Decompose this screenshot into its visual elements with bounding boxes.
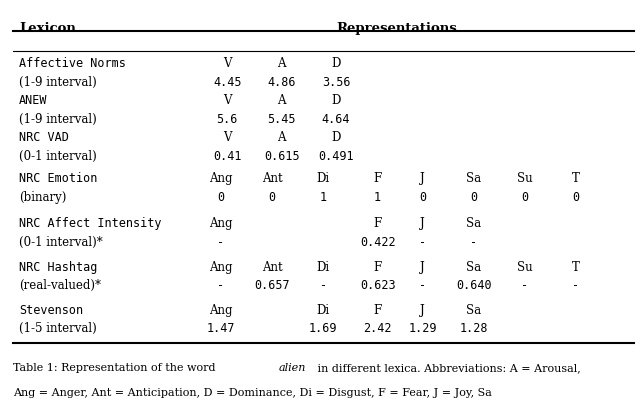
Text: Stevenson: Stevenson bbox=[19, 304, 83, 317]
Text: 0.41: 0.41 bbox=[213, 150, 241, 163]
Text: A: A bbox=[277, 131, 286, 144]
Text: Sa: Sa bbox=[466, 261, 481, 274]
Text: J: J bbox=[420, 172, 425, 185]
Text: 0.640: 0.640 bbox=[456, 279, 492, 292]
Text: 4.86: 4.86 bbox=[268, 76, 296, 89]
Text: A: A bbox=[277, 94, 286, 107]
Text: 0: 0 bbox=[521, 191, 529, 204]
Text: F: F bbox=[374, 172, 381, 185]
Text: in different lexica. Abbreviations: A = Arousal,: in different lexica. Abbreviations: A = … bbox=[314, 363, 580, 373]
Text: D: D bbox=[332, 94, 340, 107]
Text: 4.64: 4.64 bbox=[322, 113, 350, 126]
Text: (1-9 interval): (1-9 interval) bbox=[19, 76, 97, 89]
Text: 0.615: 0.615 bbox=[264, 150, 300, 163]
Text: Di: Di bbox=[317, 261, 330, 274]
Text: F: F bbox=[374, 217, 381, 231]
Text: 0.422: 0.422 bbox=[360, 236, 396, 249]
Text: J: J bbox=[420, 304, 425, 317]
Text: Ang: Ang bbox=[209, 172, 232, 185]
Text: 1: 1 bbox=[374, 191, 381, 204]
Text: Table 1: Representation of the word: Table 1: Representation of the word bbox=[13, 363, 219, 373]
Text: -: - bbox=[521, 279, 529, 292]
Text: Affective Norms: Affective Norms bbox=[19, 57, 126, 70]
Text: -: - bbox=[217, 236, 225, 249]
Text: (0-1 interval)*: (0-1 interval)* bbox=[19, 236, 103, 249]
Text: J: J bbox=[420, 261, 425, 274]
Text: 1.69: 1.69 bbox=[309, 322, 337, 335]
Text: 1: 1 bbox=[319, 191, 327, 204]
Text: Lexicon: Lexicon bbox=[19, 22, 76, 35]
Text: Ant: Ant bbox=[262, 172, 282, 185]
Text: -: - bbox=[419, 279, 426, 292]
Text: F: F bbox=[374, 304, 381, 317]
Text: 1.47: 1.47 bbox=[207, 322, 235, 335]
Text: 0: 0 bbox=[470, 191, 477, 204]
Text: Ang: Ang bbox=[209, 261, 232, 274]
Text: Su: Su bbox=[517, 261, 532, 274]
Text: 1.28: 1.28 bbox=[460, 322, 488, 335]
Text: Sa: Sa bbox=[466, 304, 481, 317]
Text: A: A bbox=[277, 57, 286, 70]
Text: Su: Su bbox=[517, 172, 532, 185]
Text: Di: Di bbox=[317, 172, 330, 185]
Text: V: V bbox=[223, 131, 232, 144]
Text: alien: alien bbox=[278, 363, 306, 373]
Text: NRC Emotion: NRC Emotion bbox=[19, 172, 97, 185]
Text: -: - bbox=[572, 279, 580, 292]
Text: Representations: Representations bbox=[337, 22, 457, 35]
Text: 0.657: 0.657 bbox=[254, 279, 290, 292]
Text: -: - bbox=[419, 236, 426, 249]
Text: 5.6: 5.6 bbox=[216, 113, 238, 126]
Text: D: D bbox=[332, 131, 340, 144]
Text: 0: 0 bbox=[268, 191, 276, 204]
Text: (real-valued)*: (real-valued)* bbox=[19, 279, 101, 292]
Text: NRC Hashtag: NRC Hashtag bbox=[19, 261, 97, 274]
Text: 0: 0 bbox=[572, 191, 580, 204]
Text: 3.56: 3.56 bbox=[322, 76, 350, 89]
Text: D: D bbox=[332, 57, 340, 70]
Text: (1-5 interval): (1-5 interval) bbox=[19, 322, 97, 335]
Text: Di: Di bbox=[317, 304, 330, 317]
Text: 0: 0 bbox=[217, 191, 225, 204]
Text: Sa: Sa bbox=[466, 172, 481, 185]
Text: ANEW: ANEW bbox=[19, 94, 48, 107]
Text: 2.42: 2.42 bbox=[364, 322, 392, 335]
Text: V: V bbox=[223, 94, 232, 107]
Text: 0: 0 bbox=[419, 191, 426, 204]
Text: 4.45: 4.45 bbox=[213, 76, 241, 89]
Text: -: - bbox=[319, 279, 327, 292]
Text: 5.45: 5.45 bbox=[268, 113, 296, 126]
Text: (0-1 interval): (0-1 interval) bbox=[19, 150, 97, 163]
Text: F: F bbox=[374, 261, 381, 274]
Text: Ang: Ang bbox=[209, 304, 232, 317]
Text: T: T bbox=[572, 261, 580, 274]
Text: NRC VAD: NRC VAD bbox=[19, 131, 69, 144]
Text: 1.29: 1.29 bbox=[408, 322, 436, 335]
Text: Ang: Ang bbox=[209, 217, 232, 231]
Text: (1-9 interval): (1-9 interval) bbox=[19, 113, 97, 126]
Text: V: V bbox=[223, 57, 232, 70]
Text: -: - bbox=[470, 236, 477, 249]
Text: T: T bbox=[572, 172, 580, 185]
Text: Ang = Anger, Ant = Anticipation, D = Dominance, Di = Disgust, F = Fear, J = Joy,: Ang = Anger, Ant = Anticipation, D = Dom… bbox=[13, 388, 492, 397]
Text: NRC Affect Intensity: NRC Affect Intensity bbox=[19, 217, 162, 231]
Text: 0.491: 0.491 bbox=[318, 150, 354, 163]
Text: J: J bbox=[420, 217, 425, 231]
Text: Sa: Sa bbox=[466, 217, 481, 231]
Text: -: - bbox=[217, 279, 225, 292]
Text: 0.623: 0.623 bbox=[360, 279, 396, 292]
Text: Ant: Ant bbox=[262, 261, 282, 274]
Text: (binary): (binary) bbox=[19, 191, 67, 204]
